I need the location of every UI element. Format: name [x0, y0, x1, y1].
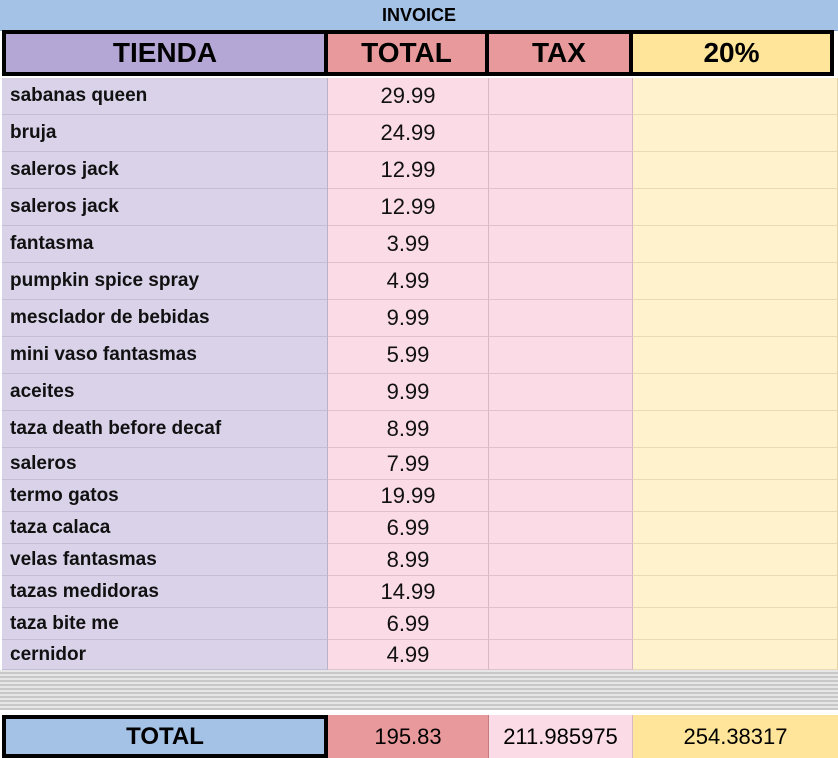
row-gap: [0, 710, 838, 715]
percent-cell[interactable]: [633, 374, 838, 411]
tax-cell[interactable]: [489, 263, 633, 300]
percent-cell[interactable]: [633, 152, 838, 189]
total-cell[interactable]: 6.99: [328, 512, 489, 544]
tax-cell[interactable]: [489, 544, 633, 576]
item-cell[interactable]: taza calaca: [2, 512, 328, 544]
total-cell[interactable]: 4.99: [328, 640, 489, 670]
tax-cell[interactable]: [489, 226, 633, 263]
item-cell[interactable]: sabanas queen: [2, 78, 328, 115]
percent-cell[interactable]: [633, 300, 838, 337]
tax-cell[interactable]: [489, 608, 633, 640]
tax-cell[interactable]: [489, 300, 633, 337]
item-cell[interactable]: saleros jack: [2, 152, 328, 189]
item-cell[interactable]: fantasma: [2, 226, 328, 263]
total-cell[interactable]: 6.99: [328, 608, 489, 640]
total-cell[interactable]: 9.99: [328, 300, 489, 337]
header-tax[interactable]: TAX: [489, 30, 633, 76]
item-cell[interactable]: termo gatos: [2, 480, 328, 512]
tax-cell[interactable]: [489, 152, 633, 189]
tax-cell[interactable]: [489, 78, 633, 115]
percent-cell[interactable]: [633, 608, 838, 640]
total-cell[interactable]: 29.99: [328, 78, 489, 115]
tax-cell[interactable]: [489, 640, 633, 670]
totals-total[interactable]: 195.83: [328, 715, 489, 758]
header-percent[interactable]: 20%: [633, 30, 834, 76]
total-cell[interactable]: 8.99: [328, 411, 489, 448]
percent-cell[interactable]: [633, 640, 838, 670]
item-cell[interactable]: pumpkin spice spray: [2, 263, 328, 300]
total-cell[interactable]: 3.99: [328, 226, 489, 263]
percent-cell[interactable]: [633, 576, 838, 608]
tax-cell[interactable]: [489, 374, 633, 411]
item-cell[interactable]: cernidor: [2, 640, 328, 670]
tax-cell[interactable]: [489, 576, 633, 608]
percent-cell[interactable]: [633, 78, 838, 115]
percent-cell[interactable]: [633, 115, 838, 152]
tax-cell[interactable]: [489, 337, 633, 374]
percent-cell[interactable]: [633, 448, 838, 480]
percent-cell[interactable]: [633, 480, 838, 512]
percent-cell[interactable]: [633, 189, 838, 226]
total-cell[interactable]: 12.99: [328, 152, 489, 189]
total-cell[interactable]: 24.99: [328, 115, 489, 152]
total-cell[interactable]: 7.99: [328, 448, 489, 480]
item-cell[interactable]: velas fantasmas: [2, 544, 328, 576]
tax-cell[interactable]: [489, 448, 633, 480]
total-cell[interactable]: 8.99: [328, 544, 489, 576]
percent-cell[interactable]: [633, 512, 838, 544]
total-cell[interactable]: 14.99: [328, 576, 489, 608]
item-cell[interactable]: saleros: [2, 448, 328, 480]
percent-cell[interactable]: [633, 411, 838, 448]
invoice-title[interactable]: INVOICE: [0, 0, 838, 31]
header-total[interactable]: TOTAL: [328, 30, 489, 76]
percent-cell[interactable]: [633, 263, 838, 300]
totals-label[interactable]: TOTAL: [2, 715, 328, 758]
item-cell[interactable]: mesclador de bebidas: [2, 300, 328, 337]
total-cell[interactable]: 12.99: [328, 189, 489, 226]
totals-percent[interactable]: 254.38317: [633, 715, 838, 758]
item-cell[interactable]: bruja: [2, 115, 328, 152]
total-cell[interactable]: 19.99: [328, 480, 489, 512]
total-cell[interactable]: 9.99: [328, 374, 489, 411]
item-cell[interactable]: aceites: [2, 374, 328, 411]
empty-rows: [0, 670, 838, 710]
total-cell[interactable]: 4.99: [328, 263, 489, 300]
tax-cell[interactable]: [489, 115, 633, 152]
percent-cell[interactable]: [633, 226, 838, 263]
tax-cell[interactable]: [489, 480, 633, 512]
header-tienda[interactable]: TIENDA: [2, 30, 328, 76]
item-cell[interactable]: tazas medidoras: [2, 576, 328, 608]
percent-cell[interactable]: [633, 544, 838, 576]
item-cell[interactable]: saleros jack: [2, 189, 328, 226]
item-cell[interactable]: taza bite me: [2, 608, 328, 640]
totals-tax[interactable]: 211.985975: [489, 715, 633, 758]
percent-cell[interactable]: [633, 337, 838, 374]
item-cell[interactable]: mini vaso fantasmas: [2, 337, 328, 374]
total-cell[interactable]: 5.99: [328, 337, 489, 374]
item-cell[interactable]: taza death before decaf: [2, 411, 328, 448]
tax-cell[interactable]: [489, 411, 633, 448]
tax-cell[interactable]: [489, 189, 633, 226]
tax-cell[interactable]: [489, 512, 633, 544]
